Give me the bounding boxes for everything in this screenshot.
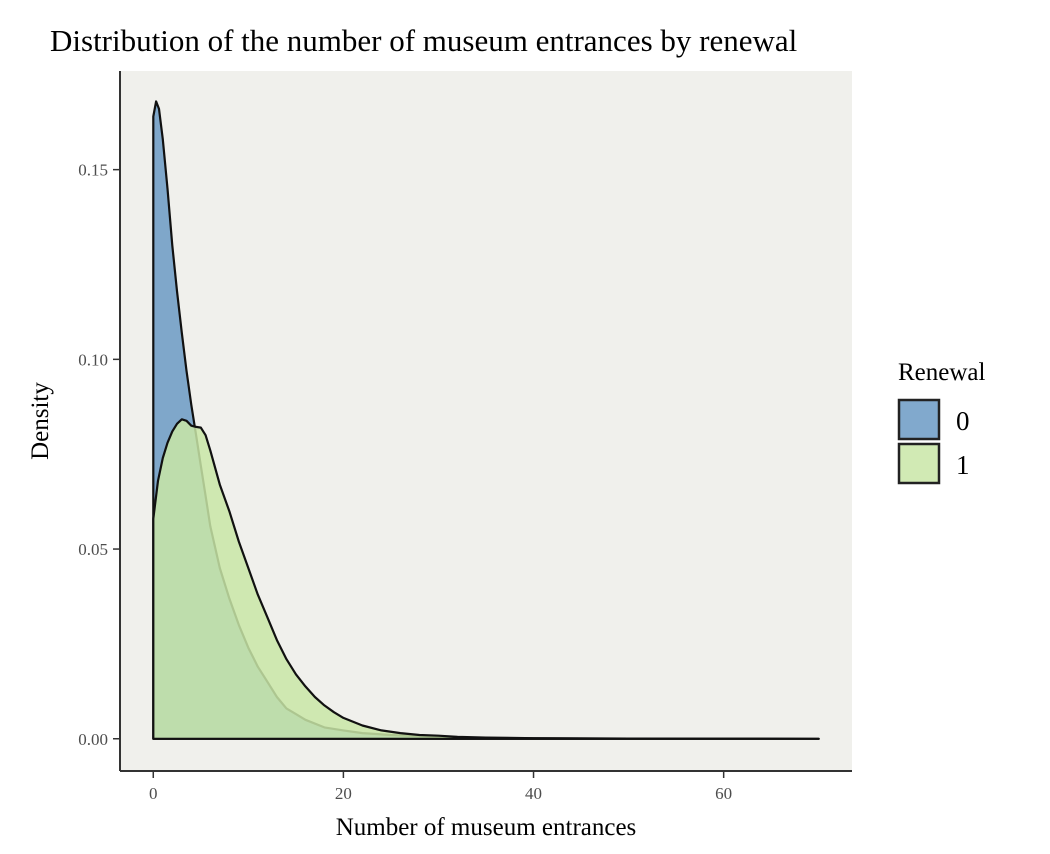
- y-axis-ticks: 0.00 0.05 0.10 0.15: [78, 161, 120, 749]
- legend-swatch-1: [897, 442, 941, 485]
- legend: Renewal 01: [897, 359, 986, 485]
- legend-label-1: 1: [956, 450, 970, 480]
- x-tick-label: 0: [149, 784, 158, 803]
- y-tick-label: 0.10: [78, 350, 108, 369]
- legend-label-0: 0: [956, 406, 970, 436]
- y-tick-label: 0.15: [78, 161, 108, 180]
- y-tick-label: 0.05: [78, 540, 108, 559]
- legend-items: 01: [897, 398, 970, 485]
- density-series-layer: [152, 100, 820, 740]
- x-tick-label: 60: [715, 784, 732, 803]
- x-axis-ticks: 0 20 40 60: [149, 771, 732, 803]
- x-tick-label: 20: [335, 784, 352, 803]
- legend-title: Renewal: [898, 359, 986, 386]
- density-area-series-1: [152, 418, 820, 740]
- y-tick-label: 0.00: [78, 730, 108, 749]
- chart-title: Distribution of the number of museum ent…: [50, 23, 797, 58]
- legend-swatch-0: [897, 398, 941, 441]
- x-tick-label: 40: [525, 784, 542, 803]
- x-axis-title: Number of museum entrances: [336, 814, 637, 841]
- y-axis-title: Density: [27, 382, 54, 460]
